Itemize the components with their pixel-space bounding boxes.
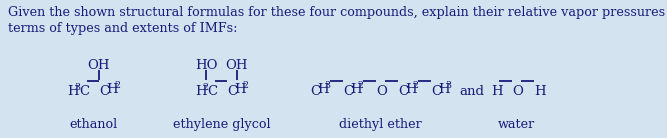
Text: HO: HO — [195, 59, 217, 72]
Text: H: H — [405, 83, 417, 96]
Text: 2: 2 — [202, 83, 208, 92]
Text: C: C — [343, 85, 353, 98]
Text: C: C — [207, 85, 217, 98]
Text: 2: 2 — [114, 81, 120, 90]
Text: 2: 2 — [357, 81, 363, 90]
Text: H: H — [350, 83, 362, 96]
Text: C: C — [431, 85, 441, 98]
Text: and: and — [459, 85, 484, 98]
Text: H: H — [491, 85, 503, 98]
Text: C: C — [99, 85, 109, 98]
Text: C: C — [79, 85, 89, 98]
Text: O: O — [376, 85, 387, 98]
Text: C: C — [227, 85, 237, 98]
Text: ethylene glycol: ethylene glycol — [173, 118, 271, 131]
Text: terms of types and extents of IMFs:: terms of types and extents of IMFs: — [8, 22, 237, 35]
Text: diethyl ether: diethyl ether — [339, 118, 422, 131]
Text: H: H — [234, 83, 245, 96]
Text: OH: OH — [88, 59, 110, 72]
Text: Given the shown structural formulas for these four compounds, explain their rela: Given the shown structural formulas for … — [8, 6, 667, 19]
Text: 3: 3 — [324, 81, 330, 90]
Text: water: water — [498, 118, 535, 131]
Text: H: H — [438, 83, 450, 96]
Text: C: C — [310, 85, 320, 98]
Text: 2: 2 — [242, 81, 248, 90]
Text: 2: 2 — [412, 81, 418, 90]
Text: O: O — [512, 85, 523, 98]
Text: 3: 3 — [445, 81, 451, 90]
Text: H: H — [106, 83, 117, 96]
Text: OH: OH — [225, 59, 248, 72]
Text: H: H — [534, 85, 546, 98]
Text: ethanol: ethanol — [69, 118, 117, 131]
Text: C: C — [398, 85, 408, 98]
Text: H: H — [195, 85, 207, 98]
Text: 3: 3 — [74, 83, 80, 92]
Text: H: H — [317, 83, 329, 96]
Text: H: H — [67, 85, 79, 98]
